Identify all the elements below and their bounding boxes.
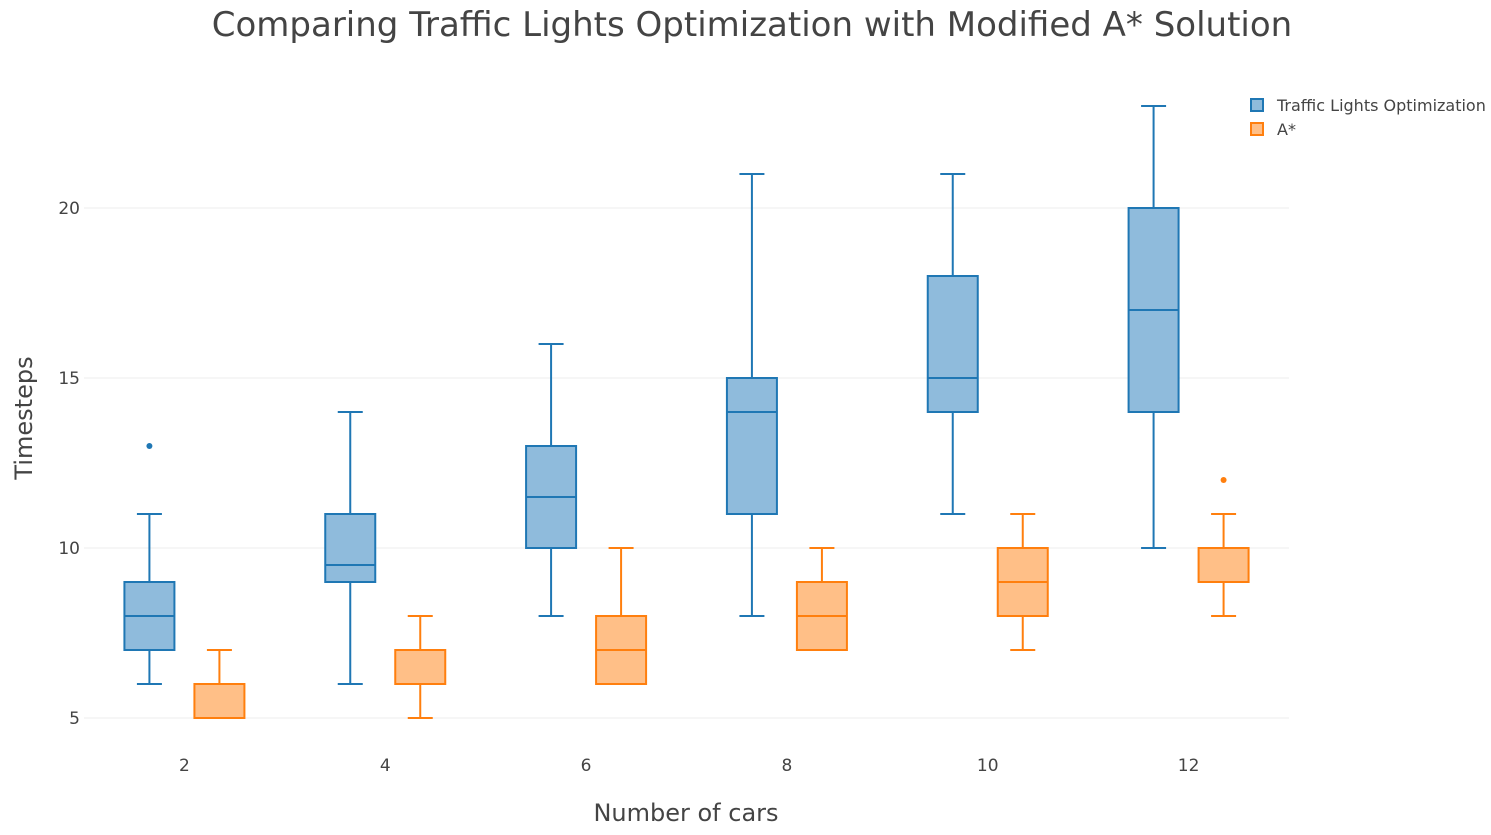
- gridlines: [84, 207, 1289, 719]
- chart-title: Comparing Traffic Lights Optimization wi…: [212, 5, 1292, 45]
- legend[interactable]: Traffic Lights Optimization A*: [1250, 96, 1486, 139]
- y-tick-label: 20: [58, 199, 80, 219]
- legend-swatch: [1250, 122, 1264, 136]
- y-tick-label: 5: [69, 709, 80, 729]
- x-tick-label: 6: [581, 756, 592, 776]
- outlier-point: [1220, 477, 1227, 483]
- x-tick-label: 8: [782, 756, 793, 776]
- x-tick-label: 12: [1178, 756, 1200, 776]
- box-traffic-lights-12: [1127, 105, 1180, 549]
- iqr-box: [324, 513, 377, 583]
- outlier-point: [146, 443, 153, 449]
- legend-label: A*: [1277, 120, 1296, 139]
- boxes: [123, 105, 1250, 719]
- box-traffic-lights-10: [926, 173, 979, 515]
- legend-item-a-star[interactable]: A*: [1250, 120, 1296, 139]
- legend-swatch: [1250, 98, 1264, 112]
- box-traffic-lights-2: [123, 443, 176, 685]
- x-axis-label: Number of cars: [593, 799, 778, 827]
- iqr-box: [725, 377, 778, 515]
- y-axis-ticks: 5 10 15 20: [58, 199, 80, 729]
- y-axis-label: Timesteps: [10, 356, 38, 480]
- y-tick-label: 10: [58, 539, 80, 559]
- y-tick-label: 15: [58, 369, 80, 389]
- x-tick-label: 2: [179, 756, 190, 776]
- box-a-star-6: [595, 547, 648, 685]
- box-a-star-4: [394, 615, 447, 719]
- iqr-box: [193, 683, 246, 719]
- iqr-box: [926, 275, 979, 413]
- legend-label: Traffic Lights Optimization: [1276, 96, 1486, 115]
- box-a-star-2: [193, 649, 246, 719]
- legend-item-traffic-lights[interactable]: Traffic Lights Optimization: [1250, 96, 1486, 115]
- box-traffic-lights-6: [525, 343, 578, 617]
- box-traffic-lights-4: [324, 411, 377, 685]
- box-a-star-12: [1197, 477, 1250, 617]
- x-axis-ticks: 2 4 6 8 10 12: [179, 756, 1199, 776]
- box-traffic-lights-8: [725, 173, 778, 617]
- iqr-box: [394, 649, 447, 685]
- x-tick-label: 4: [380, 756, 391, 776]
- iqr-box: [1197, 547, 1250, 583]
- x-tick-label: 10: [977, 756, 999, 776]
- box-a-star-10: [996, 513, 1049, 651]
- box-a-star-8: [795, 547, 848, 651]
